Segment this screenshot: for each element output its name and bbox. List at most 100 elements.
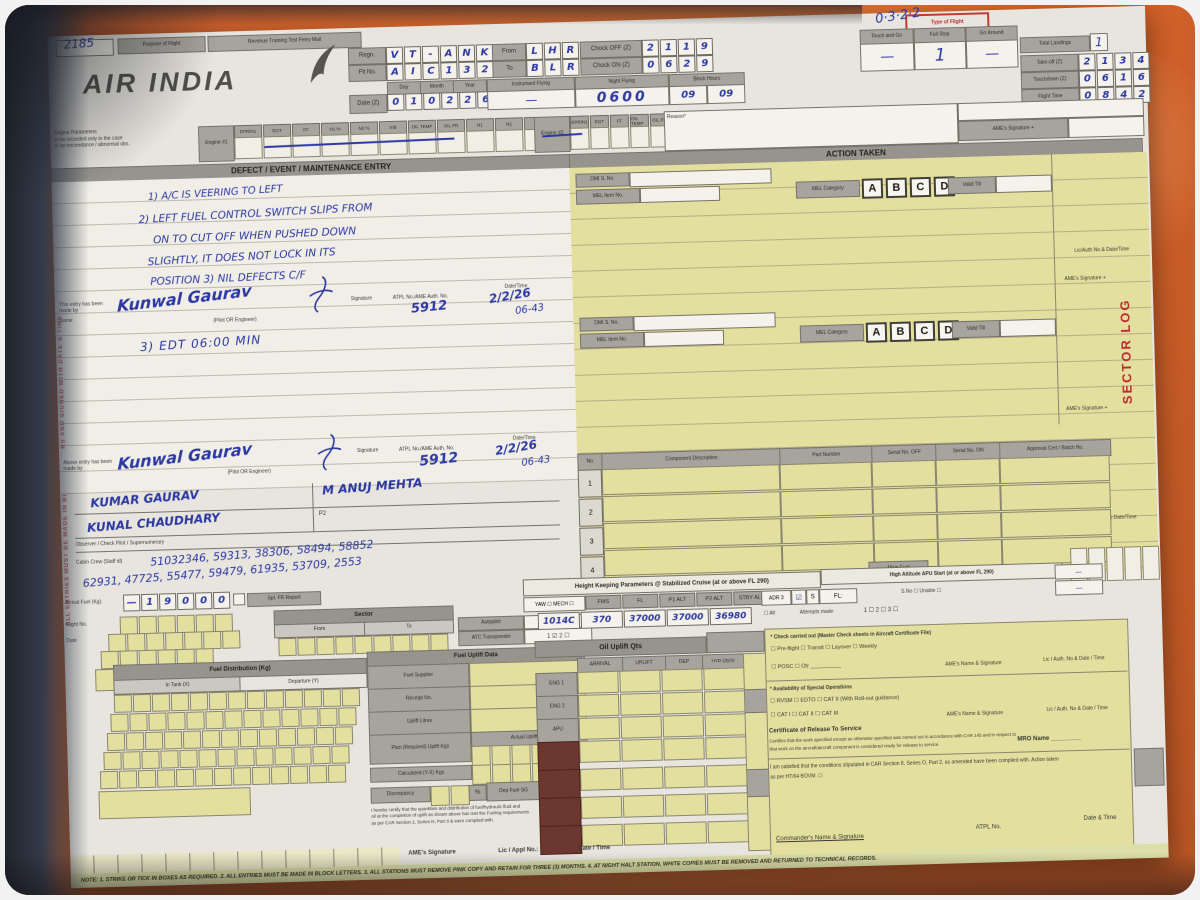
valid-till-label-2: Valid Till [951,320,1001,339]
crew-p2-printed-label: P2 [318,510,327,518]
touchdown-label: Touchdown (Z) [1020,70,1080,90]
component-part-cells [779,461,875,573]
mel-item-label-2: MEL Item No. [579,331,645,349]
apu-attempts-label: Attempts made [799,608,834,616]
chock-off-label: Chock OFF (Z) [579,39,643,59]
hyd-sys-block-1 [537,740,581,772]
right-dash-1: — [1054,563,1103,580]
calculated-label: Calculated (Y-X) Kgs [369,764,473,783]
discrepancy-label: Discrepancy [370,786,431,804]
ame-signature-top-label: AME's Signature + [958,118,1069,142]
header-right-empty-2 [1068,115,1145,139]
night-flying-value: 0600 [575,86,670,108]
right-margin-gray-cell [1133,747,1165,787]
atc-transponder-label: ATC Transponder [458,629,525,647]
oil-row-eng1: ENG 1 [535,671,578,698]
ame-signature-label-1: AME's Signature + [1064,275,1106,283]
to-label: To [492,60,527,79]
apu-attempt-values: 1 ☐ 2 ☐ 3 ☐ [863,606,899,614]
valid-till-cell [995,174,1053,194]
mel-category-label-2: MEL Category [799,323,865,343]
hyd2-cells [580,764,749,796]
sector-log-vertical-label: SECTOR LOG [1117,298,1136,405]
component-seron-cells [935,458,1003,568]
apu-sno-unable: S.No ☐ Unable ☐ [901,587,942,595]
takeoff-label: Take-off (Z) [1020,53,1079,73]
instrument-flying-value: — [487,88,576,111]
commander-dt-label: Date & Time [1083,814,1117,822]
from-label: From [491,43,527,62]
hyd3-cells [580,792,750,824]
sign2-signature-label: Signature [356,447,379,455]
hyd-sys-block-4 [539,824,583,856]
sign2-role-label: (Pilot OR Engineer) [227,468,272,476]
sector-log-form: 2185 Purpose of Flight Revenue Training … [47,5,1169,889]
fl-cell: FL: [819,588,858,605]
full-stop-value: 1 [913,40,967,71]
dep-fuel-sg-label: Dep Fuel SG [486,781,541,802]
component-no-header: No. [577,453,604,471]
fltno-label: Flt No. [348,64,387,83]
corner-shadow [5,5,225,205]
total-landings-label: Total Landings [1019,35,1091,54]
engine-2-cells [570,125,671,155]
mel-category-label: MEL Category [795,179,861,199]
adr3-s: S [806,589,820,605]
regn-label: Regn. [347,47,387,66]
oil-side-header [706,630,765,654]
component-desc-cells [601,464,783,577]
sign2-signature-squiggle [317,434,342,471]
hyd-sys-block-2 [538,768,581,800]
valid-till-label: Valid Till [947,176,997,195]
ame-signature-label-2: AME's Signature + [1066,405,1108,413]
hkp-yaw-mech-cell: YAW ☐ MECH ☐ [523,595,586,613]
signature-label: Signature [350,295,373,303]
airline-swan-icon [310,44,336,84]
right-dash-2: — [1054,579,1104,596]
footer-date-time: Date / Time [578,845,611,852]
bottom-shadow [5,853,1195,895]
hyd1-cells [579,736,748,768]
hyd-sys-block-3 [538,796,582,828]
date-label: Date (Z) [349,94,388,115]
touch-and-go-value: — [859,42,915,72]
mel-item-label: MEL Item No. [575,188,641,205]
sign1-signature-squiggle [309,276,333,313]
adr3-label: ADR 3 [761,589,792,606]
spl-fr-report-label: Spl. FR Report [246,591,322,608]
spl-fr-checkbox [232,593,246,606]
adr3-tick: ☑ [791,589,807,605]
arrival-fuel-boxes: —1 9 0 0 0 [122,591,231,612]
component-seroff-cells [871,459,939,570]
oil-row-apu: APU [536,717,580,744]
dmi-sno-label: DMI S. No. [575,172,630,188]
block-hours-h: 09 [668,85,708,106]
mel-item-cell [639,185,721,204]
block-hours-m: 09 [706,84,746,105]
valid-till-cell-2 [999,318,1057,338]
oil-row-eng2: ENG 2 [535,694,579,721]
percent-label: % [468,784,487,802]
mel-item-cell-2 [643,329,725,347]
dmi-sno-label-2: DMI S. No. [579,316,634,332]
pilot-or-engineer-label: (Pilot OR Engineer) [213,316,257,324]
go-around-value: — [965,39,1019,69]
photo-background: 2185 Purpose of Flight Revenue Training … [5,5,1195,895]
apu-alt-box: ☐ Alt [763,610,776,617]
fueldist-wide-cell [98,787,252,820]
chock-on-label: Chock ON (Z) [580,56,643,76]
commander-atpl-label: ATPL No. [975,824,1002,831]
total-landings-value: 1 [1089,32,1109,52]
reason-label: Reason* [666,113,687,121]
plan-uplift-label: Plan (Required) Uplift Kgs [368,731,472,765]
